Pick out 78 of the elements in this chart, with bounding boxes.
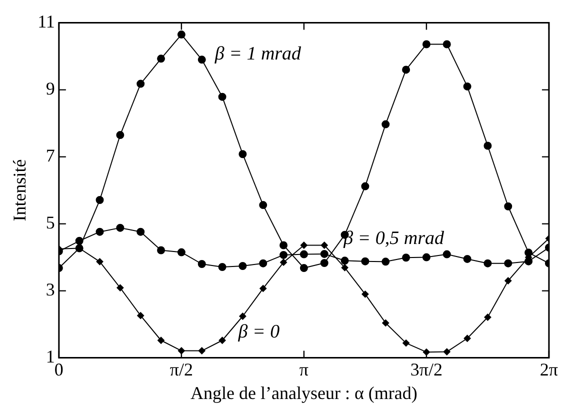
- x-tick-label: 0: [54, 359, 64, 380]
- point: [463, 82, 472, 90]
- y-tick-label: 5: [46, 212, 55, 233]
- point: [484, 142, 492, 150]
- x-tick-label: 2π: [540, 359, 558, 380]
- point: [198, 260, 206, 268]
- point: [259, 259, 268, 268]
- point: [504, 277, 512, 284]
- y-tick-label: 1: [46, 346, 55, 367]
- y-tick-label: 9: [46, 78, 55, 99]
- point: [422, 253, 430, 262]
- point: [442, 40, 451, 48]
- y-tick-label: 11: [38, 12, 55, 32]
- point: [280, 250, 288, 259]
- point: [382, 120, 390, 128]
- point: [238, 150, 247, 158]
- point: [382, 319, 390, 326]
- y-tick-label: 3: [46, 280, 55, 300]
- point: [280, 241, 288, 250]
- point: [464, 334, 471, 342]
- point: [96, 258, 104, 266]
- point: [218, 336, 226, 344]
- point: [96, 228, 104, 236]
- point: [341, 264, 348, 272]
- point: [422, 40, 430, 48]
- point: [402, 254, 410, 262]
- point: [260, 284, 267, 292]
- point: [504, 202, 512, 210]
- point: [177, 30, 186, 39]
- point: [442, 250, 451, 258]
- point: [524, 257, 533, 266]
- x-tick-label: π: [299, 359, 308, 380]
- point: [157, 246, 166, 254]
- point: [402, 66, 410, 74]
- point: [116, 131, 124, 140]
- point: [362, 290, 369, 298]
- point: [402, 340, 410, 347]
- point: [198, 56, 206, 64]
- x-tick-label: 3π/2: [410, 359, 442, 380]
- point: [361, 257, 370, 266]
- point: [280, 258, 288, 266]
- point: [239, 312, 246, 320]
- point: [320, 250, 328, 258]
- point: [136, 228, 145, 236]
- point: [382, 258, 390, 266]
- point: [218, 263, 226, 272]
- point: [218, 92, 226, 101]
- x-axis-title: Angle de l’analyseur : α (mrad): [190, 382, 418, 403]
- point: [178, 347, 185, 354]
- point: [96, 196, 104, 204]
- point: [157, 54, 166, 63]
- point: [340, 256, 349, 265]
- y-tick-label: 7: [46, 146, 55, 166]
- x-tick-label: π/2: [170, 359, 193, 380]
- point: [524, 248, 533, 257]
- point: [136, 80, 145, 88]
- point: [320, 258, 328, 267]
- point: [443, 348, 450, 356]
- y-axis-title: Intensité: [10, 159, 30, 222]
- point: [300, 250, 308, 258]
- point: [158, 336, 165, 344]
- point: [116, 284, 124, 292]
- point: [484, 314, 492, 321]
- point: [198, 347, 206, 354]
- point: [116, 224, 124, 232]
- point: [361, 182, 370, 190]
- point: [137, 312, 144, 320]
- legend-label: β = 1 mrad: [214, 44, 302, 65]
- point: [300, 242, 308, 249]
- point: [300, 264, 308, 272]
- point: [177, 248, 186, 256]
- point: [463, 254, 472, 263]
- point: [504, 259, 512, 268]
- point: [484, 259, 492, 268]
- series-label: β = 0: [237, 322, 280, 343]
- point: [320, 242, 328, 249]
- point: [238, 262, 247, 270]
- point: [259, 201, 268, 210]
